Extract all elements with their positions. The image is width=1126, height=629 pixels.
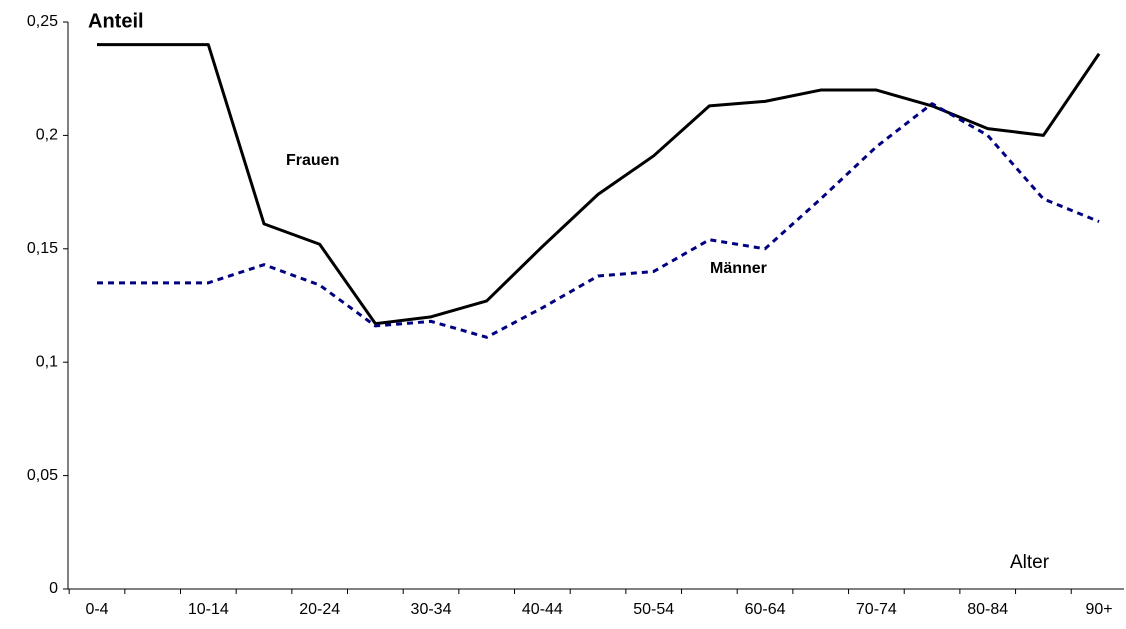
x-tick-label: 10-14 bbox=[188, 601, 229, 618]
series-line bbox=[97, 43, 1101, 326]
x-tick-label: 30-34 bbox=[411, 601, 452, 618]
y-axis-label: Anteil bbox=[88, 10, 144, 32]
x-tick-label: 70-74 bbox=[856, 601, 897, 618]
x-tick-label: 40-44 bbox=[522, 601, 563, 618]
y-tick-label: 0,1 bbox=[36, 353, 58, 370]
series-line bbox=[97, 102, 1100, 339]
y-tick-label: 0,2 bbox=[36, 127, 58, 144]
y-tick-label: 0 bbox=[49, 580, 58, 597]
x-tick-label: 0-4 bbox=[85, 601, 108, 618]
y-tick-label: 0,05 bbox=[27, 467, 58, 484]
y-tick-label: 0,25 bbox=[27, 13, 58, 30]
x-tick-label: 20-24 bbox=[299, 601, 340, 618]
y-tick-label: 0,15 bbox=[27, 240, 58, 257]
x-tick-label: 80-84 bbox=[967, 601, 1008, 618]
x-axis-label: Alter bbox=[1010, 552, 1050, 573]
series-label: Männer bbox=[710, 260, 767, 277]
x-tick-label: 60-64 bbox=[745, 601, 786, 618]
x-tick-label: 50-54 bbox=[633, 601, 674, 618]
series-label: Frauen bbox=[286, 152, 339, 169]
x-tick-label: 90+ bbox=[1085, 601, 1112, 618]
